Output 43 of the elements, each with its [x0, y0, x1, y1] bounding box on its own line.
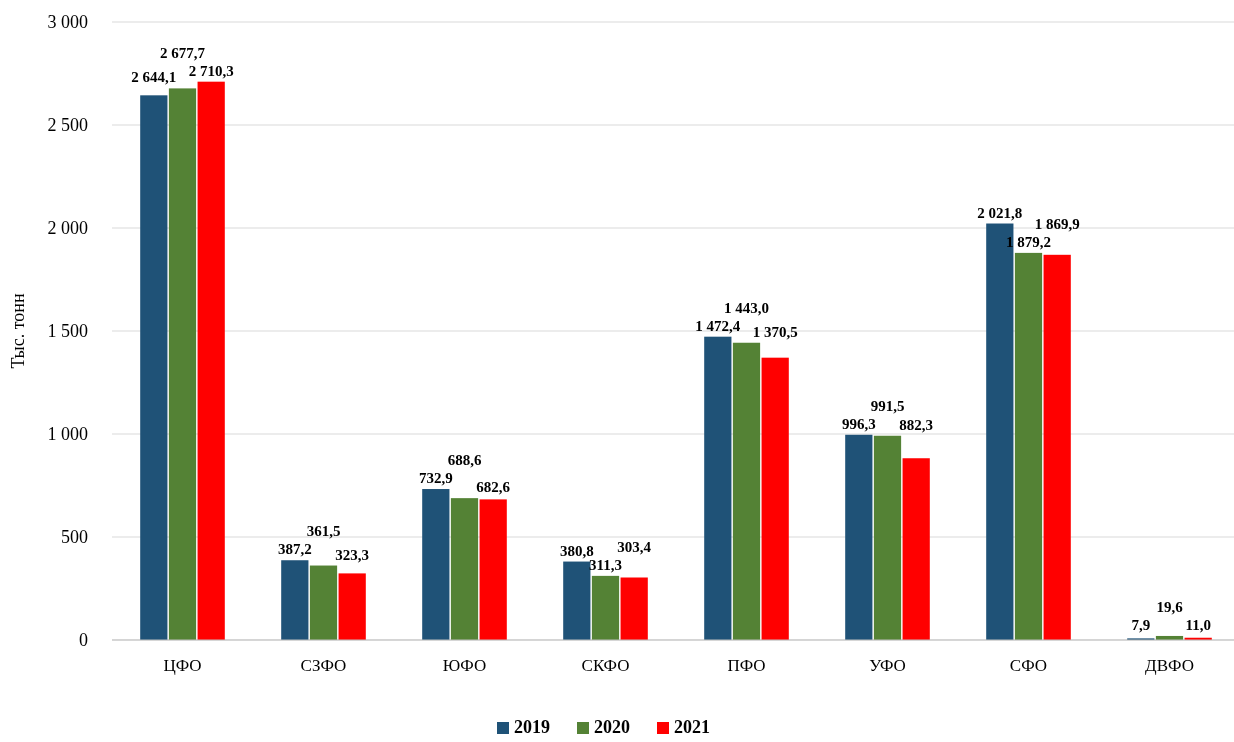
data-label: 311,3 [589, 556, 622, 573]
y-axis-title: Тыс. тонн [8, 293, 28, 369]
data-label: 11,0 [1185, 616, 1211, 633]
x-tick-label: СФО [1009, 656, 1048, 675]
x-tick-label: ПФО [727, 656, 766, 675]
data-label: 688,6 [447, 452, 482, 469]
data-label: 682,6 [476, 479, 511, 496]
data-label: 387,2 [277, 541, 312, 558]
y-tick-label: 2 000 [47, 218, 88, 239]
x-tick-label: ДВФО [1145, 656, 1194, 675]
data-label: 996,3 [841, 415, 876, 432]
data-label: 1 443,0 [724, 299, 769, 316]
legend-label: 2020 [594, 717, 630, 737]
x-tick-label: ЮФО [442, 656, 487, 675]
data-label: 1 869,9 [1034, 215, 1080, 232]
data-label: 1 879,2 [1006, 233, 1051, 250]
y-tick-label: 0 [79, 630, 88, 651]
data-label: 2 021,8 [977, 204, 1023, 221]
legend-label: 2019 [514, 717, 550, 737]
y-tick-label: 2 500 [47, 115, 88, 136]
y-tick-label: 3 000 [47, 12, 88, 33]
x-tick-label: СЗФО [300, 656, 347, 675]
data-label: 1 472,4 [695, 317, 741, 334]
data-label: 2 677,7 [160, 44, 206, 61]
x-tick-label: СКФО [581, 656, 630, 675]
data-label: 361,5 [306, 523, 341, 540]
y-tick-label: 1 000 [47, 424, 88, 445]
x-tick-label: ЦФО [163, 656, 202, 675]
data-label: 991,5 [870, 397, 905, 414]
data-label: 303,4 [617, 538, 652, 555]
data-label: 2 644,1 [131, 69, 177, 86]
data-label: 882,3 [899, 416, 934, 433]
data-label: 732,9 [418, 470, 453, 487]
x-tick-label: УФО [869, 656, 906, 675]
data-label: 7,9 [1131, 616, 1151, 633]
legend-label: 2021 [674, 717, 710, 737]
data-label: 1 370,5 [752, 323, 798, 340]
y-tick-label: 500 [61, 527, 88, 548]
y-tick-label: 1 500 [47, 321, 88, 342]
data-label: 19,6 [1156, 598, 1184, 615]
data-label: 323,3 [335, 546, 370, 563]
data-label: 2 710,3 [188, 62, 234, 79]
data-label: 380,8 [559, 542, 594, 559]
